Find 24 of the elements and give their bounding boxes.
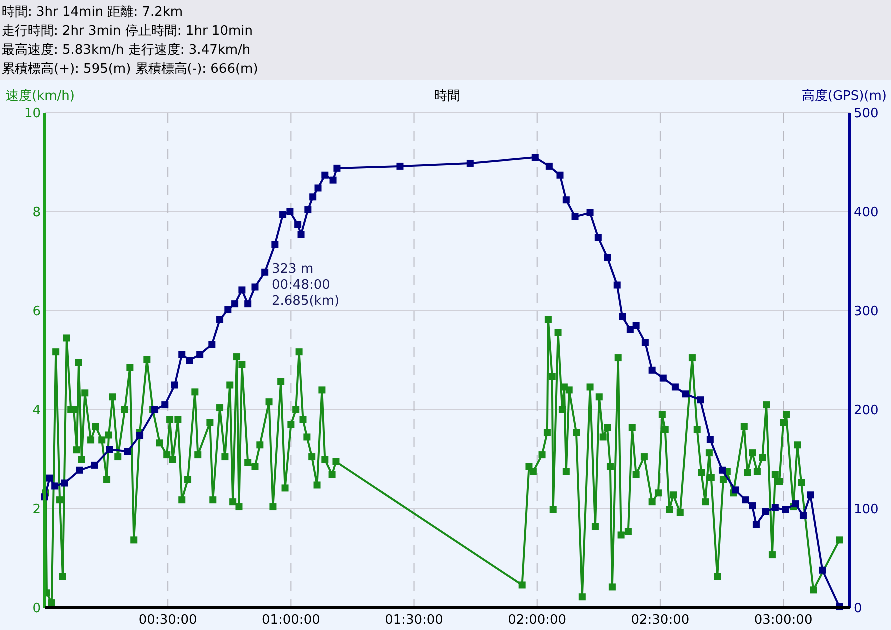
y-tick-label: 0 (32, 602, 41, 617)
y-tick-label: 10 (24, 106, 41, 122)
x-axis-title: 時間 (434, 89, 460, 104)
y-tick-label: 6 (32, 304, 41, 320)
y2-tick-label: 0 (854, 602, 862, 617)
annotation: 323 m 00:48:00 2.685(km) (272, 262, 340, 309)
x-tick-label: 02:30:00 (631, 613, 690, 628)
y2-tick-label: 300 (854, 304, 879, 320)
x-tick-label: 02:00:00 (508, 613, 567, 628)
y-tick-label: 4 (32, 404, 41, 419)
y-tick-label: 8 (32, 206, 41, 221)
x-tick-label: 03:00:00 (754, 613, 813, 628)
y-axis-title: 速度(km/h) (6, 88, 75, 104)
y2-axis-title: 高度(GPS)(m) (802, 88, 887, 104)
y2-tick-label: 400 (854, 206, 879, 221)
y2-tick-label: 200 (854, 404, 879, 419)
chart-title: 時間: 3hr 14min 距離: 7.2km (2, 5, 184, 20)
x-tick-label: 01:00:00 (262, 613, 320, 628)
x-tick-label: 01:30:00 (385, 613, 444, 628)
y2-tick-label: 500 (854, 106, 879, 122)
chart-subtitle: 走行時間: 2hr 3min 停止時間: 1hr 10min 最高速度: 5.83km/h 走行速度: 3.47km/h 累積標高(+): 595(m) 累積標高(-): 666(m) (2, 24, 258, 77)
y-tick-label: 2 (32, 502, 41, 518)
y2-tick-label: 100 (854, 502, 879, 518)
x-tick-label: 00:30:00 (138, 613, 198, 628)
